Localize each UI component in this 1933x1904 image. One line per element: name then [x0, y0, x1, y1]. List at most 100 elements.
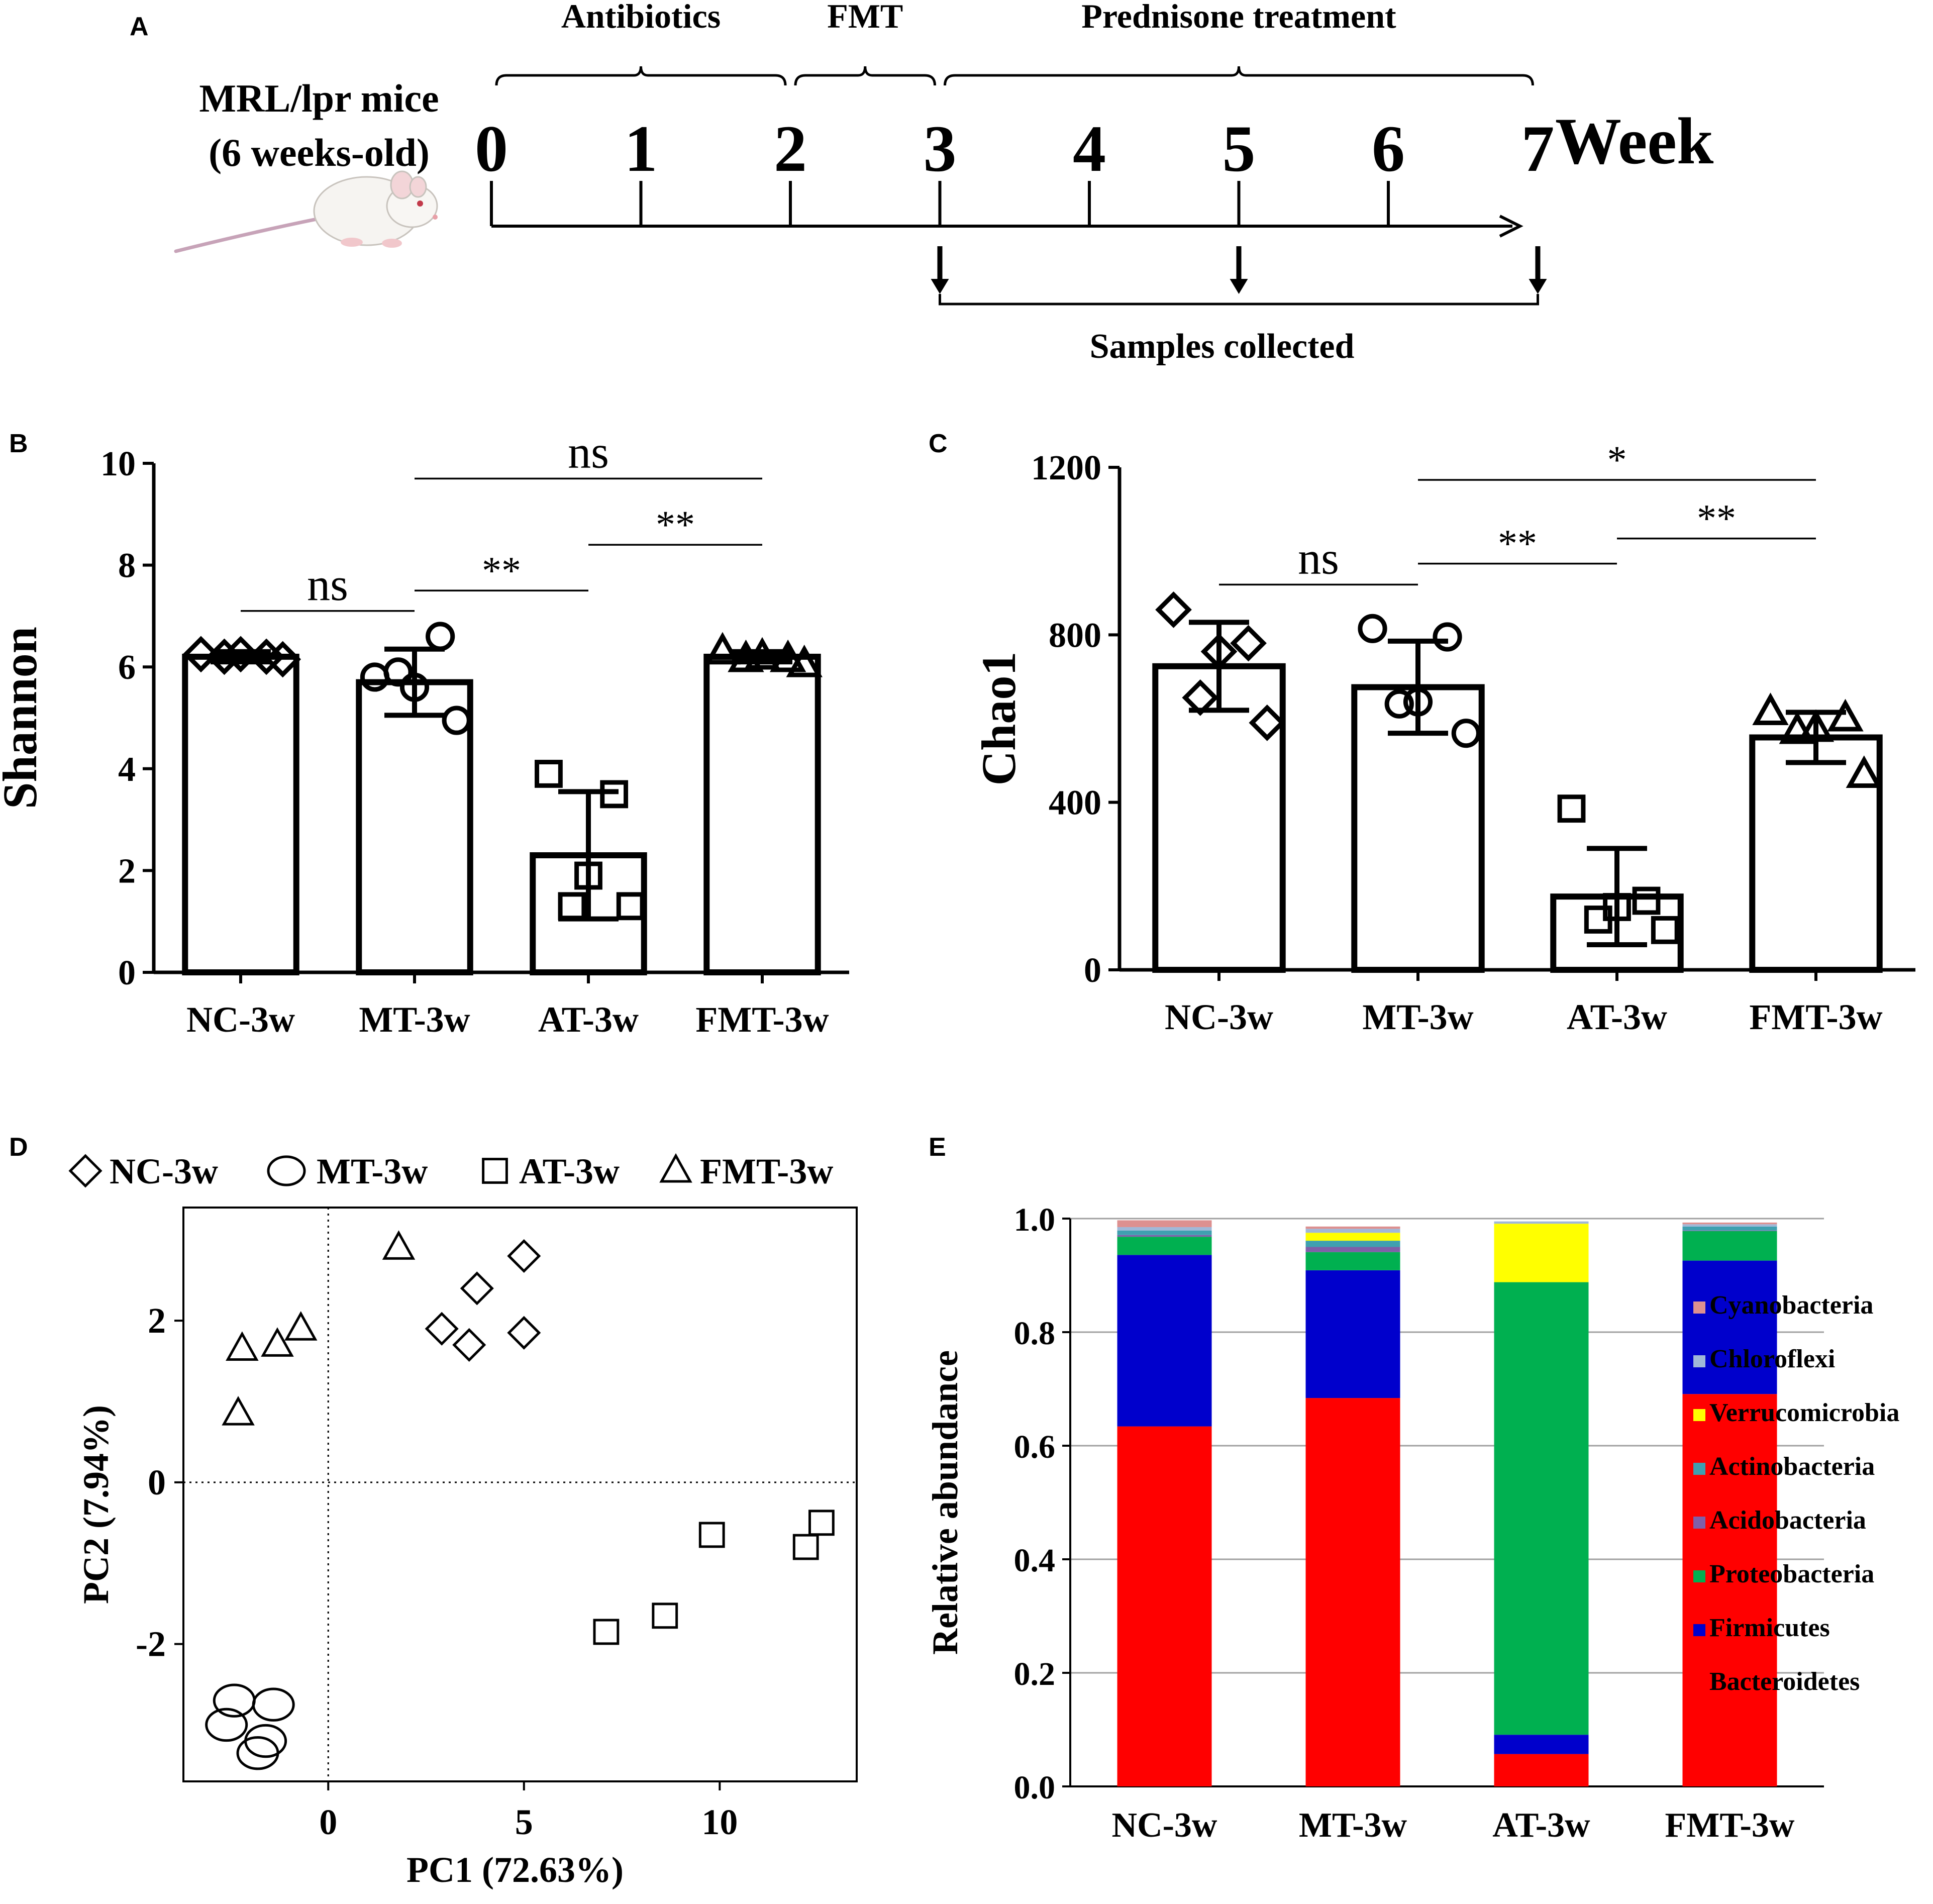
scatter-point-AT-3w [593, 1619, 620, 1645]
panel-c-chao1: C 0 400 800 1200 Chao1 NC-3w MT-3w AT-3w FMT-3w n… [929, 429, 1915, 1037]
legend-swatch-Actinobacteria [1693, 1463, 1705, 1475]
scatter-point-FMT-3w [222, 1396, 255, 1426]
data-point-FMT-3w [1827, 698, 1864, 732]
x-tick-label: AT-3w [1492, 1806, 1590, 1845]
legend-swatch-Cyanobacteria [1693, 1301, 1705, 1314]
x-tick-label: NC-3w [1165, 997, 1273, 1037]
stack-segment-Firmicutes [1494, 1735, 1589, 1754]
legend-label: AT-3w [519, 1151, 620, 1191]
data-point-FMT-3w [744, 637, 781, 670]
panel-b-shannon: B 0 2 4 6 8 10 Shannon NC-3w MT-3w AT-3w FMT-3w ns *… [0, 426, 849, 1040]
mouse-illustration [174, 170, 438, 253]
panel-label-c: C [929, 429, 948, 458]
phase-bracket [794, 66, 936, 86]
x-tick-label: 10 [701, 1802, 738, 1842]
x-tick-label: NC-3w [186, 999, 295, 1040]
legend-swatch-Verrucomicrobia [1693, 1409, 1705, 1421]
data-point-MT-3w [1358, 614, 1387, 643]
panel-e-relative-abundance: E 0.0 0.2 0.4 0.6 0.8 1.0 Relative abundance NC… [925, 1133, 1899, 1845]
legend-label: Firmicutes [1709, 1614, 1830, 1642]
data-point-AT-3w [600, 780, 629, 809]
y-tick-label: 2 [118, 852, 136, 890]
y-tick-label: 0.4 [1014, 1542, 1056, 1579]
data-point-AT-3w [1651, 916, 1679, 944]
stack-segment-Bacteroidetes [1494, 1754, 1589, 1786]
data-point-MT-3w [399, 672, 430, 702]
legend-label: MT-3w [317, 1151, 428, 1191]
timeline-arrowhead [1499, 215, 1523, 238]
x-tick-label: 0 [319, 1802, 337, 1842]
data-point-NC-3w [1249, 704, 1286, 741]
data-point-MT-3w [1403, 687, 1433, 717]
mouse-label-line2: (6 weeks-old) [209, 131, 430, 174]
timeline-tick-label: 6 [1372, 112, 1405, 185]
panel-d-pca: D 0 5 10 -2 0 2 PC1 (72.63%) PC2 (7.94%) NC-3w MT… [9, 1133, 858, 1890]
data-point-MT-3w [360, 662, 390, 692]
data-point-NC-3w [1182, 679, 1219, 716]
legend-label: Chloroflexi [1709, 1345, 1835, 1373]
phase-label: Prednisone treatment [1081, 0, 1396, 35]
scatter-point-MT-3w [252, 1687, 295, 1722]
stack-segment-Proteobacteria [1494, 1282, 1589, 1735]
data-point-FMT-3w [1797, 709, 1835, 742]
scatter-point-NC-3w [507, 1239, 541, 1273]
panel-label-e: E [929, 1133, 946, 1162]
data-point-MT-3w [1384, 689, 1414, 719]
legend-label: FMT-3w [700, 1151, 833, 1191]
significance-label: * [1607, 438, 1627, 481]
legend-swatch-Acidobacteria [1693, 1517, 1705, 1529]
sample-arrowhead [1230, 279, 1248, 294]
data-point-NC-3w [206, 638, 243, 675]
data-point-FMT-3w [1846, 755, 1882, 788]
y-tick-label: 0.6 [1014, 1429, 1056, 1465]
y-tick-label: 0.2 [1014, 1656, 1056, 1692]
significance-label: ** [1498, 522, 1537, 565]
significance-label: ns [1298, 532, 1339, 583]
mouse-label-line1: MRL/lpr mice [199, 76, 439, 120]
y-tick-label: 8 [118, 547, 136, 585]
stack-segment-Bacteroidetes [1117, 1426, 1212, 1786]
x-axis-label: PC1 (72.63%) [406, 1850, 624, 1890]
stack-segment-Verrucomicrobia [1305, 1233, 1400, 1241]
legend-label: NC-3w [110, 1151, 218, 1191]
data-point-MT-3w [383, 657, 413, 687]
stack-segment-Chloroflexi [1117, 1227, 1212, 1231]
scatter-point-FMT-3w [382, 1230, 416, 1260]
stack-segment-Bacteroidetes [1305, 1398, 1400, 1786]
legend-marker-MT-3w [267, 1155, 306, 1186]
stack-segment-Cyanobacteria [1682, 1222, 1777, 1225]
panel-a-timeline: A MRL/lpr mice (6 weeks-old) 0 1 2 3 4 5 6 7 An… [130, 0, 1714, 366]
bar-FMT-3w [1749, 734, 1883, 973]
y-tick-label: 1.0 [1014, 1201, 1056, 1238]
data-point-AT-3w [535, 760, 563, 788]
data-point-NC-3w [182, 636, 220, 673]
data-point-MT-3w [442, 706, 471, 735]
stack-segment-Actinobacteria [1682, 1226, 1777, 1231]
stack-segment-Cyanobacteria [1305, 1226, 1400, 1229]
data-point-FMT-3w [1752, 692, 1789, 725]
stack-segment-Proteobacteria [1682, 1231, 1777, 1261]
scatter-point-AT-3w [792, 1534, 819, 1560]
scatter-point-FMT-3w [226, 1331, 259, 1361]
phase-bracket [944, 66, 1534, 86]
samples-collected-label: Samples collected [1090, 327, 1355, 366]
y-tick-label: 4 [118, 750, 136, 789]
scatter-point-AT-3w [698, 1522, 725, 1548]
legend-marker-NC-3w [68, 1154, 103, 1188]
y-axis-label: Relative abundance [925, 1350, 965, 1655]
stack-segment-Chloroflexi [1494, 1221, 1589, 1224]
data-point-FMT-3w [786, 644, 823, 677]
scatter-point-MT-3w [244, 1724, 287, 1758]
data-point-NC-3w [1200, 633, 1238, 670]
bar-NC-3w [182, 653, 299, 975]
bar-MT-3w [356, 679, 473, 975]
y-tick-label: 2 [148, 1300, 166, 1341]
x-tick-label: NC-3w [1112, 1806, 1217, 1845]
stack-segment-Chloroflexi [1682, 1224, 1777, 1227]
stack-segment-Firmicutes [1305, 1270, 1400, 1398]
y-axis-label: Shannon [0, 627, 47, 809]
timeline-tick-label: 5 [1223, 112, 1256, 185]
week-unit-label: Week [1555, 104, 1714, 178]
legend-label: Verrucomicrobia [1709, 1398, 1899, 1427]
stack-segment-Actinobacteria [1117, 1230, 1212, 1235]
